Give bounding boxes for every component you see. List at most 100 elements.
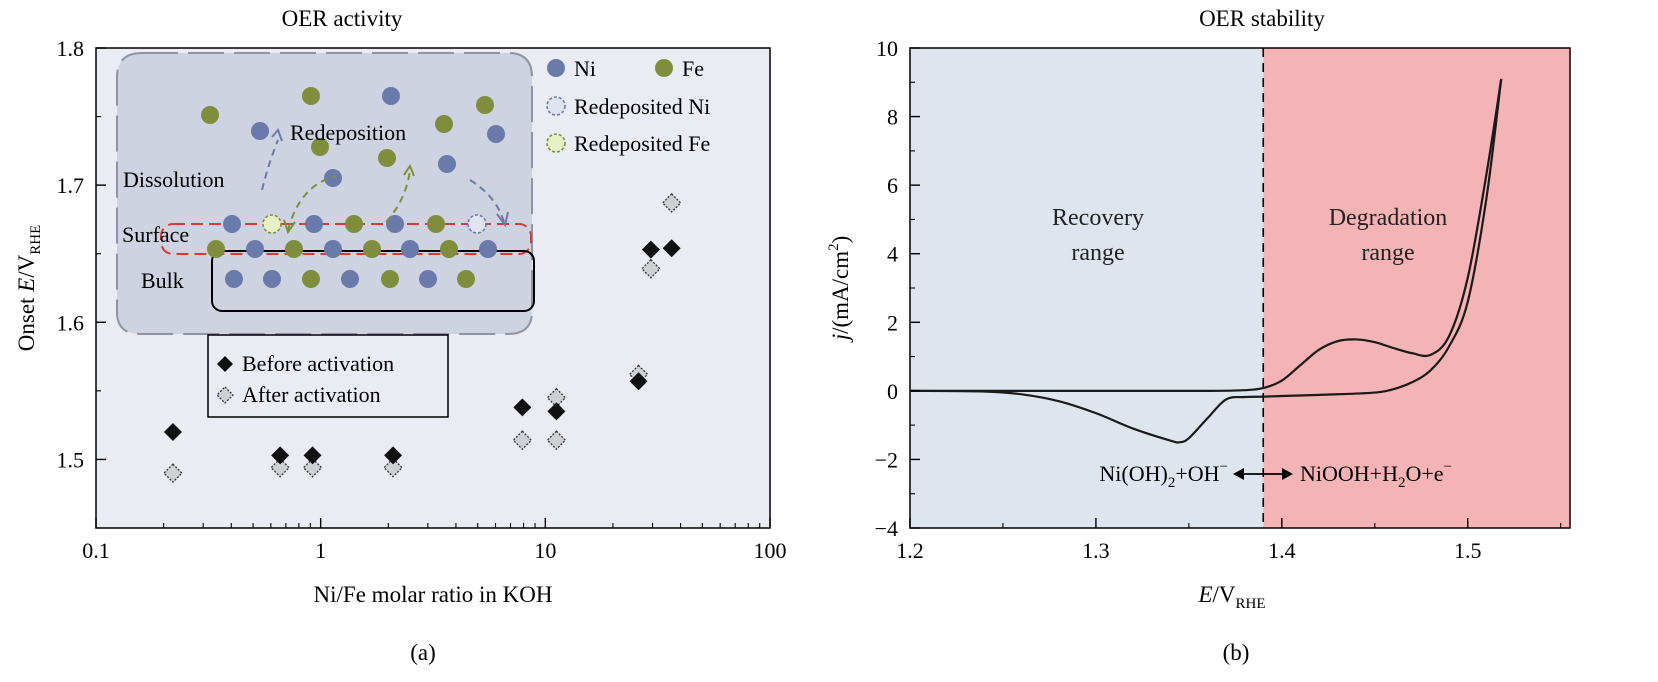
legend-ni-label: Ni [574,56,596,81]
reaction-left-a: Ni(OH) [1099,461,1167,486]
after-activation-point [270,457,291,478]
fe-atom [345,215,363,233]
reaction-left-a-sub: 2 [1168,475,1176,491]
legend-after-marker [216,386,234,404]
bulk-label: Bulk [141,268,184,293]
before-activation-point [303,446,322,465]
panel-b-ytick-label: 2 [887,310,898,335]
cv-anodic-sweep [910,78,1503,393]
panel-b-xlabel: E/VRHE [1197,582,1265,612]
panel-a-xlabel: Ni/Fe molar ratio in KOH [314,582,553,607]
panel-a-ytick-label: 1.7 [57,173,85,198]
after-activation-point [546,430,567,451]
panel-a-ytick-label: 1.8 [57,36,85,61]
after-activation-point [640,258,661,279]
ni-atom [324,240,342,258]
before-activation-point [547,402,566,421]
cv-cathodic-sweep [909,78,1503,444]
ni-atom [263,270,281,288]
ni-atom [305,215,323,233]
panel-b-ylabel-rest: /(mA/cm [828,251,853,334]
reaction-right-a-sub: 2 [1398,475,1406,491]
dissolution-label: Dissolution [123,167,224,192]
before-activation-point [662,239,681,258]
before-activation-point [271,446,290,465]
panel-b-xlabel-italic: E [1197,582,1212,607]
ni-atom [386,215,404,233]
after-activation-point [512,430,533,451]
before-activation-point [384,446,403,465]
panel-b-ytick-label: 8 [887,105,898,130]
inset-box [116,52,533,335]
legend-redeposited-fe-marker [546,133,566,153]
after-activation-point [163,463,183,484]
panel-a-xtick-label: 0.1 [82,538,110,563]
dissolution-arrow [261,139,279,191]
panel-b-title: OER stability [1199,6,1325,31]
fe-atom [476,96,494,114]
ni-atom [479,240,497,258]
legend-fe-marker [655,59,673,77]
ni-atom [223,215,241,233]
ni-atom [251,122,269,140]
reaction-arrow-head-left [1233,468,1244,480]
degradation-label-line1: Degradation [1329,205,1448,231]
panel-b: OER stability Recovery range Degradation… [826,6,1571,665]
panel-b-ytick-label: 10 [876,36,898,61]
panel-a-xtick-label: 1 [315,538,326,563]
legend-before-label: Before activation [242,351,394,376]
surface-label: Surface [122,222,189,247]
panel-b-ytick-label: 6 [887,173,898,198]
ni-redeposition-arrow-head [496,211,509,228]
fe-atom [201,106,219,124]
panel-b-ylabel: j/(mA/cm2) [826,236,853,344]
atoms-group [201,87,505,288]
fe-atom [302,270,320,288]
panel-b-ytick-label: −4 [875,516,898,541]
ni-atom [419,270,437,288]
recovery-label-line1: Recovery [1052,205,1144,231]
fe-atom [435,115,453,133]
reaction-right-a: NiOOH+H [1300,461,1398,486]
panel-b-xtick-label: 1.2 [896,538,924,563]
after-activation-point [383,457,403,478]
panel-b-ytick-label: 0 [887,379,898,404]
fe-redeposition-arrow-right [385,169,411,223]
panel-a: OER activity Redeposition Dissolution Su… [14,6,787,665]
reaction-left-b: +OH [1175,461,1219,486]
panel-a-xtick-label: 100 [754,538,787,563]
fe-atom [381,270,399,288]
panel-a-ticks: 0.1 1 10 100 1.5 1.6 1.7 1.8 [57,36,787,563]
recovery-label-line2: range [1071,240,1124,266]
panel-b-ytick-label: −2 [875,447,898,472]
panel-a-ytick-label: 1.5 [57,447,85,472]
panel-b-ylabel-close: ) [828,236,853,244]
redeposition-label: Redeposition [290,120,406,145]
reaction-left-b-sup: − [1220,459,1228,475]
after-activation-point [661,193,682,213]
panel-b-xlabel-rest: /V [1213,582,1236,607]
before-activation-point [513,398,532,417]
ni-atom [382,87,400,105]
atom-inset: Redeposition Dissolution Surface Bulk [116,52,535,335]
panel-a-ylabel-sub: RHE [28,225,44,255]
reaction-right-b: O+e [1405,461,1443,486]
after-activation-point [302,457,323,478]
fe-redeposition-arrow-right-head [403,163,415,177]
degradation-region [1263,48,1570,528]
ni-atom [246,240,264,258]
recovery-region [910,48,1264,528]
panel-b-ytick-label: 4 [887,242,898,267]
reaction-left: Ni(OH)2+OH− [1099,459,1228,491]
ni-atom [487,125,505,143]
panel-a-ytick-label: 1.6 [57,310,85,335]
panel-b-ylabel-italic: j [828,334,853,343]
arrows-group [261,128,509,235]
degradation-label-line2: range [1361,240,1414,266]
panel-b-label: (b) [1223,640,1250,665]
fe-atom [378,149,396,167]
panel-a-xtick-label: 10 [534,538,556,563]
redeposited-fe-atom [262,214,282,234]
